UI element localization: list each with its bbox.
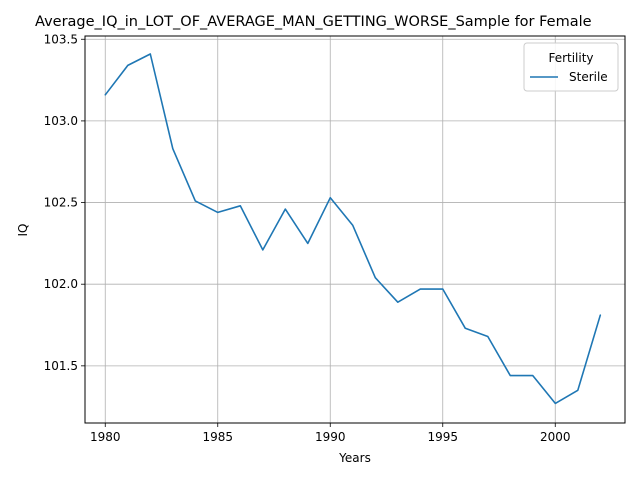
legend-label-sterile: Sterile <box>569 70 608 84</box>
legend: Fertility Sterile <box>523 42 619 92</box>
series-line-sterile <box>104 53 602 405</box>
x-tick-label: 1980 <box>90 430 121 444</box>
x-tick-label: 1985 <box>202 430 233 444</box>
x-tick-label: 1990 <box>315 430 346 444</box>
y-axis-label: IQ <box>16 224 30 237</box>
y-tick-label: 102.0 <box>44 277 78 291</box>
x-axis-label: Years <box>338 451 371 465</box>
y-tick-label: 101.5 <box>44 359 78 373</box>
y-axis: 101.5 102.0 102.5 103.0 103.5 <box>44 32 85 373</box>
y-tick-label: 103.5 <box>44 32 78 46</box>
series-layer <box>104 53 602 405</box>
x-tick-label: 1995 <box>427 430 458 444</box>
y-tick-label: 103.0 <box>44 114 78 128</box>
x-tick-label: 2000 <box>540 430 571 444</box>
legend-title: Fertility <box>548 51 593 65</box>
chart-title: Average_IQ_in_LOT_OF_AVERAGE_MAN_GETTING… <box>35 14 592 30</box>
y-tick-label: 102.5 <box>44 196 78 210</box>
grid <box>85 36 625 423</box>
x-axis: 1980 1985 1990 1995 2000 <box>90 423 571 444</box>
legend-box <box>523 42 619 92</box>
plot-frame <box>84 35 626 424</box>
